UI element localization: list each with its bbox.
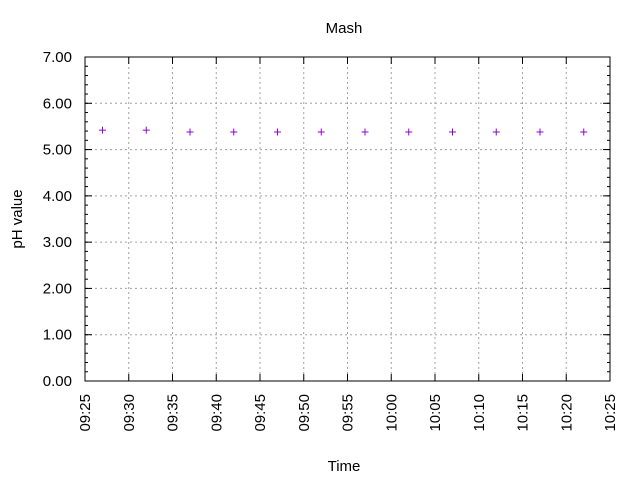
data-point [449, 128, 456, 136]
x-tick-label: 09:55 [340, 394, 357, 432]
y-tick-label: 6.00 [43, 95, 72, 112]
y-tick-label: 4.00 [43, 188, 72, 205]
y-tick-label: 7.00 [43, 49, 72, 66]
x-tick-label: 10:10 [471, 394, 488, 432]
data-point [492, 128, 500, 136]
data-point [230, 128, 238, 136]
x-tick-label: 09:45 [252, 394, 269, 432]
x-tick-label: 10:20 [558, 394, 575, 432]
chart-title: Mash [326, 20, 363, 37]
x-axis-label: Time [328, 458, 361, 475]
x-tick-label: 10:00 [383, 394, 400, 432]
data-point [405, 128, 413, 136]
data-point [274, 128, 281, 136]
x-tick-label: 09:35 [165, 394, 182, 432]
x-tick-label: 09:50 [296, 394, 313, 432]
x-tick-label: 10:15 [515, 394, 532, 432]
y-tick-labels: 0.00 1.00 2.00 3.00 4.00 5.00 6.00 7.00 [43, 49, 72, 390]
y-tick-label: 0.00 [43, 373, 72, 390]
x-tick-labels: 09:25 09:30 09:35 09:40 09:45 09:50 09:55 10:00… [77, 394, 619, 432]
y-axis-label: pH value [9, 189, 26, 248]
y-tick-label: 2.00 [43, 280, 72, 297]
data-point [536, 128, 544, 136]
x-tick-label: 09:40 [208, 394, 225, 432]
x-tick-label: 10:05 [427, 394, 444, 432]
data-point [580, 128, 588, 136]
x-tick-label: 10:25 [602, 394, 619, 432]
x-tick-label: 09:30 [121, 394, 138, 432]
data-point [99, 126, 106, 134]
data-point [186, 128, 194, 136]
data-points [99, 126, 588, 136]
ticks [84, 56, 611, 382]
data-point [317, 128, 325, 136]
data-point [361, 128, 369, 136]
y-tick-label: 3.00 [43, 234, 72, 251]
y-tick-label: 1.00 [43, 327, 72, 344]
data-point [142, 126, 150, 134]
grid [85, 57, 610, 381]
x-tick-label: 09:25 [77, 394, 94, 432]
y-tick-label: 5.00 [43, 142, 72, 159]
